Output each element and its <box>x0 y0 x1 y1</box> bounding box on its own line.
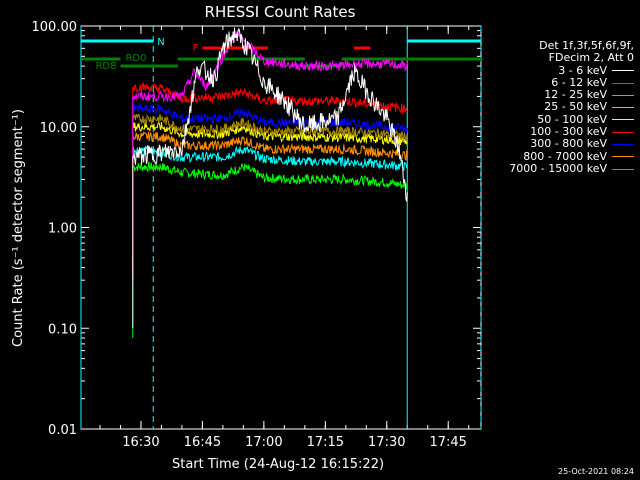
annotation-label-rd8: RD8 <box>95 61 116 72</box>
series-line-300to800keV <box>132 102 408 250</box>
legend-swatch <box>612 168 634 170</box>
legend-swatch <box>612 107 634 109</box>
annotation-label-n: N <box>157 37 164 48</box>
x-tick-label: 17:00 <box>245 435 282 450</box>
legend-entry-label: 300 - 800 keV <box>530 137 607 151</box>
legend-entry: 6 - 12 keV <box>470 75 634 89</box>
series-line-100to300keV <box>132 81 408 258</box>
y-tick-label: 0.01 <box>48 423 77 438</box>
series-line-6to12keV <box>132 30 408 281</box>
x-tick-label: 17:45 <box>429 435 466 450</box>
legend-entry-label: 800 - 7000 keV <box>523 149 607 163</box>
series-line-3to6keV <box>132 27 408 329</box>
legend-swatch <box>612 94 634 96</box>
y-tick-label: 10.00 <box>40 121 77 136</box>
series-line-12to25keV <box>132 161 408 338</box>
legend-entry-label: 3 - 6 keV <box>558 63 607 77</box>
annotation-label-rd0: RD0 <box>125 53 146 64</box>
legend-entry: 25 - 50 keV <box>470 101 634 113</box>
legend-entry: 100 - 300 keV <box>470 125 634 139</box>
legend-swatch <box>612 144 634 146</box>
legend-header-line-1: Det 1f,3f,5f,6f,9f, <box>539 39 634 52</box>
plot-area: 0.01 0.10 1.00 10.00 100.00 16:30 16:45 17:00 17… <box>32 20 482 450</box>
x-axis-label: Start Time (24-Aug-12 16:15:22) <box>172 457 384 472</box>
legend-swatch <box>612 156 634 158</box>
legend-entry-label: 100 - 300 keV <box>530 125 607 139</box>
y-tick-label: 100.00 <box>32 20 78 35</box>
legend-swatch <box>612 70 634 72</box>
legend-items: 3 - 6 keV 6 - 12 keV 12 - 25 keV 25 - 50 ke… <box>470 63 634 176</box>
legend-entry-label: 12 - 25 keV <box>544 88 607 102</box>
x-tick-label: 17:30 <box>368 435 405 450</box>
legend-entry-label: 6 - 12 keV <box>551 75 607 89</box>
legend-entry: 300 - 800 keV <box>470 138 634 150</box>
legend-entry-label: 7000 - 15000 keV <box>509 161 607 175</box>
chart-title: RHESSI Count Rates <box>205 3 356 21</box>
y-axis-label: Count Rate (s⁻¹ detector segment⁻¹) <box>11 109 26 347</box>
legend-entry-label: 25 - 50 keV <box>544 100 607 114</box>
annotation-label-f: F <box>193 43 199 54</box>
legend-entry: 800 - 7000 keV <box>470 149 634 163</box>
legend-swatch <box>612 119 634 121</box>
legend-entry: 7000 - 15000 keV <box>470 161 634 175</box>
x-tick-label: 17:15 <box>307 435 344 450</box>
legend-swatch <box>612 82 634 84</box>
legend-header-line-2: FDecim 2, Att 0 <box>548 51 634 65</box>
legend-swatch <box>612 131 634 133</box>
series-line-25to50keV <box>132 145 408 281</box>
legend-entry-label: 50 - 100 keV <box>537 112 607 126</box>
legend-entry: 3 - 6 keV <box>470 63 634 77</box>
series-line-50to100keV <box>132 120 408 268</box>
legend-entry: 50 - 100 keV <box>470 112 634 126</box>
y-tick-label: 0.10 <box>48 322 77 337</box>
legend-entry: 12 - 25 keV <box>470 88 634 102</box>
legend: Det 1f,3f,5f,6f,9f, FDecim 2, Att 0 3 - … <box>470 39 634 176</box>
x-tick-label: 16:30 <box>122 435 159 450</box>
series-line-800to7000keV <box>132 131 408 281</box>
footer-date: 25-Oct-2021 08:24 <box>558 467 634 476</box>
series-line-7000to15000keV <box>132 113 408 258</box>
y-tick-label: 1.00 <box>48 222 77 237</box>
x-tick-label: 16:45 <box>184 435 221 450</box>
